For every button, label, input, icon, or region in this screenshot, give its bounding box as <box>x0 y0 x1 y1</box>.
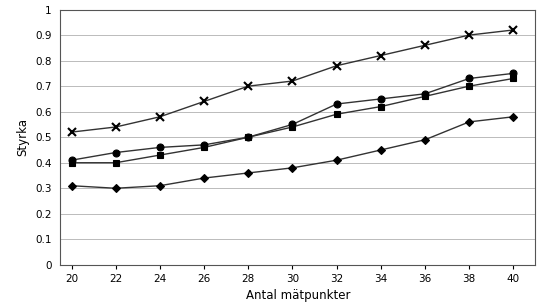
Y-axis label: Styrka: Styrka <box>16 118 29 156</box>
X-axis label: Antal mätpunkter: Antal mätpunkter <box>246 290 350 302</box>
